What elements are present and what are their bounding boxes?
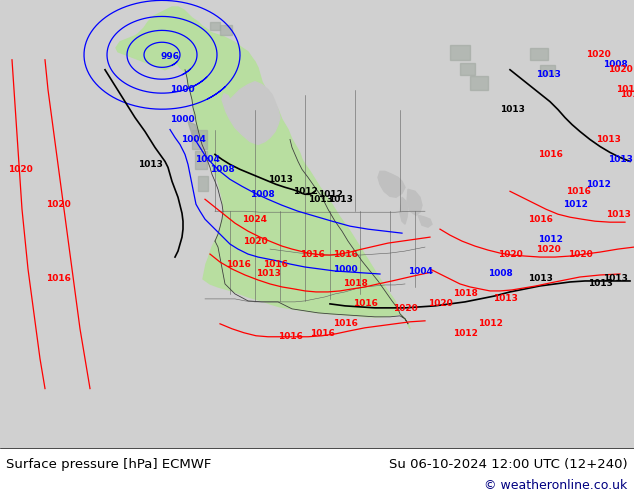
Text: 1013: 1013: [536, 70, 560, 79]
Text: 1016: 1016: [262, 260, 287, 269]
Text: 1004: 1004: [408, 267, 432, 275]
Polygon shape: [407, 189, 422, 215]
Text: 1013: 1013: [493, 294, 517, 303]
Text: 1024: 1024: [242, 215, 268, 224]
Text: 1020: 1020: [498, 249, 522, 259]
Text: 1016: 1016: [333, 319, 358, 328]
Text: 1020: 1020: [243, 237, 268, 245]
Text: 1020: 1020: [536, 245, 560, 254]
Text: 1016: 1016: [538, 150, 562, 159]
Text: 1013: 1013: [607, 155, 633, 164]
Text: 1013: 1013: [588, 279, 612, 289]
Polygon shape: [195, 151, 207, 170]
Text: 1000: 1000: [333, 265, 358, 273]
Polygon shape: [192, 129, 207, 149]
Text: 1016: 1016: [46, 274, 70, 284]
Polygon shape: [210, 22, 220, 30]
Polygon shape: [460, 63, 475, 75]
Text: 1020: 1020: [607, 65, 632, 74]
Text: 1004: 1004: [181, 135, 205, 144]
Text: 1016: 1016: [278, 332, 302, 341]
Polygon shape: [450, 45, 470, 60]
Polygon shape: [418, 215, 432, 227]
Text: 1016: 1016: [226, 260, 250, 269]
Text: 1012: 1012: [318, 190, 342, 199]
Text: 1013: 1013: [500, 105, 524, 114]
Text: 1020: 1020: [427, 299, 453, 308]
Text: 1016: 1016: [299, 249, 325, 259]
Text: 1016: 1016: [527, 215, 552, 224]
Polygon shape: [470, 76, 488, 90]
Text: 1012: 1012: [292, 187, 318, 196]
Text: 1013: 1013: [328, 195, 353, 204]
Text: 996: 996: [160, 52, 179, 61]
Polygon shape: [116, 7, 410, 329]
Polygon shape: [400, 197, 408, 224]
Text: 1013: 1013: [602, 274, 628, 284]
Text: 1018: 1018: [453, 290, 477, 298]
Text: 1016: 1016: [333, 249, 358, 259]
Text: 1018: 1018: [342, 279, 368, 289]
Text: © weatheronline.co.uk: © weatheronline.co.uk: [484, 479, 628, 490]
Text: 1013: 1013: [605, 210, 630, 219]
Text: 1013: 1013: [616, 85, 634, 94]
Text: 1013: 1013: [138, 160, 162, 169]
Text: 1013: 1013: [527, 274, 552, 284]
Text: 1012: 1012: [586, 180, 611, 189]
Polygon shape: [198, 176, 208, 191]
Text: 1008: 1008: [210, 165, 235, 174]
Text: 1016: 1016: [353, 299, 377, 308]
Text: 1020: 1020: [8, 165, 32, 174]
Text: 1016: 1016: [566, 187, 590, 196]
Polygon shape: [220, 25, 232, 35]
Text: 1000: 1000: [170, 85, 194, 94]
Text: 1012: 1012: [453, 329, 477, 338]
Text: 1013: 1013: [268, 175, 292, 184]
Text: 1008: 1008: [603, 60, 628, 69]
Text: 1020: 1020: [567, 249, 592, 259]
Text: 1016: 1016: [309, 329, 335, 338]
Text: 1000: 1000: [170, 115, 194, 124]
Text: 1013: 1013: [595, 135, 621, 144]
Text: 1008: 1008: [250, 190, 275, 199]
Text: 1012: 1012: [538, 235, 562, 244]
Text: 1020: 1020: [392, 304, 417, 314]
Text: 1004: 1004: [195, 155, 219, 164]
Text: 1020: 1020: [586, 50, 611, 59]
Text: Surface pressure [hPa] ECMWF: Surface pressure [hPa] ECMWF: [6, 458, 212, 471]
Text: 1013: 1013: [619, 90, 634, 99]
Polygon shape: [188, 122, 198, 140]
Text: 1012: 1012: [562, 200, 588, 209]
Polygon shape: [530, 48, 548, 60]
Polygon shape: [540, 65, 555, 75]
Polygon shape: [222, 82, 280, 145]
Text: 1013: 1013: [307, 195, 332, 204]
Text: 1012: 1012: [477, 319, 502, 328]
Polygon shape: [378, 172, 405, 197]
Text: 1013: 1013: [256, 270, 280, 278]
Text: 1008: 1008: [488, 270, 512, 278]
Text: Su 06-10-2024 12:00 UTC (12+240): Su 06-10-2024 12:00 UTC (12+240): [389, 458, 628, 471]
Text: 1020: 1020: [46, 200, 70, 209]
